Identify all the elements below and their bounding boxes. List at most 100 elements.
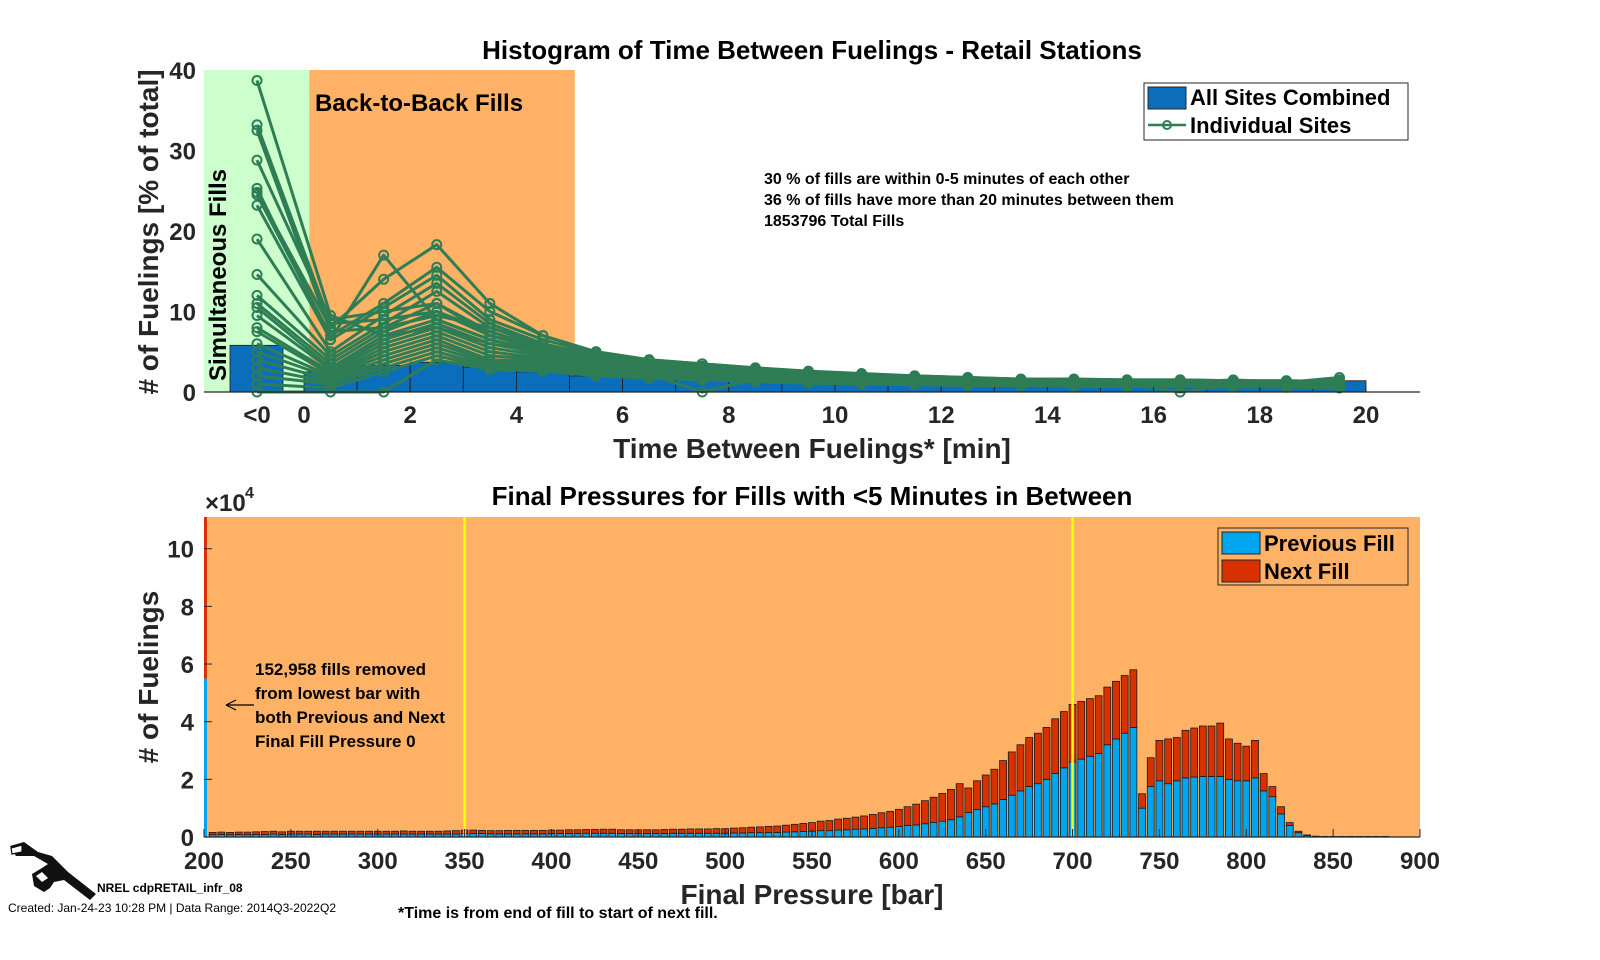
top-y-tick-label: 20 [169, 219, 196, 246]
next-fill-bar [929, 796, 938, 823]
bottom-x-ticks: 200 250 300 350 400 450 500 550 600 650 700 750 800 8… [184, 829, 1440, 875]
previous-fill-bar [1251, 777, 1259, 838]
next-fill-bar [1025, 737, 1034, 787]
next-fill-bar [564, 829, 573, 834]
site-marker [431, 239, 443, 251]
next-fill-bar [582, 829, 591, 834]
previous-fill-bar [1086, 755, 1094, 838]
next-fill-bar [512, 829, 521, 835]
previous-fill-bar [825, 830, 834, 838]
bottom-y-tick-label: 0 [181, 825, 194, 852]
site-marker [325, 330, 337, 342]
next-fill-bar [356, 830, 365, 835]
site-marker [378, 297, 390, 309]
site-marker [749, 376, 761, 388]
previous-fill-bar [860, 828, 868, 838]
top-annotation: 30 % of fills are within 0-5 minutes of … [764, 171, 1174, 230]
previous-fill-bar [1190, 776, 1199, 838]
removed-fills-line-2: from lowest bar with [255, 684, 420, 703]
annotation-arrow-head [225, 699, 237, 711]
next-fill-bar [712, 828, 721, 834]
previous-fill-bar [868, 827, 877, 838]
footer: NREL cdpRETAIL_infr_08 Created: Jan-24-2… [8, 842, 718, 922]
bottom-chart: Final Pressures for Fills with <5 Minute… [133, 481, 1440, 910]
next-fill-bar [1294, 830, 1303, 834]
next-fill-bar [226, 831, 234, 836]
y-exponent-base: ×10 [205, 490, 246, 517]
bottom-y-tick-label: 6 [181, 652, 194, 679]
previous-fill-bar [738, 832, 747, 838]
previous-fill-bar [1155, 780, 1164, 838]
annotation-line-3: 1853796 Total Fills [764, 213, 904, 230]
previous-fill-bar [1198, 776, 1207, 838]
bottom-y-tick-label: 2 [181, 767, 194, 794]
next-fill-bar [1268, 786, 1277, 798]
site-marker [251, 189, 263, 201]
next-fill-bar [695, 828, 703, 834]
next-fill-bar [204, 517, 207, 679]
next-fill-bar [217, 831, 226, 835]
next-fill-bar [703, 828, 712, 834]
top-y-axis-label: # of Fuelings [% of total] [133, 69, 164, 394]
next-fill-bar [669, 828, 677, 834]
previous-fill-bar [1103, 744, 1112, 838]
next-fill-bar [1207, 725, 1216, 777]
next-fill-bar [434, 830, 443, 835]
previous-fill-bar [204, 678, 207, 837]
site-marker [251, 310, 263, 322]
site-marker [1015, 380, 1027, 392]
next-fill-bar [1155, 740, 1164, 782]
next-fill-bar [208, 831, 217, 836]
annotation-line-1: 30 % of fills are within 0-5 minutes of … [764, 171, 1129, 188]
legend-label-individual-sites: Individual Sites [1190, 113, 1351, 138]
previous-fill-bar [773, 831, 782, 838]
bottom-x-tick-label: 200 [184, 848, 224, 875]
previous-fill-bar [1233, 780, 1242, 838]
site-marker [484, 363, 496, 375]
next-fill-bar [573, 829, 582, 834]
next-fill-bar [243, 831, 252, 836]
top-x-tick-label: 18 [1246, 402, 1273, 429]
top-y-tick-label: 30 [169, 139, 196, 166]
previous-fill-bar [912, 824, 921, 838]
chart-id: NREL cdpRETAIL_infr_08 [97, 881, 243, 895]
next-fill-bar [886, 810, 895, 828]
top-y-tick-label: 10 [169, 300, 196, 327]
next-fill-bar [677, 828, 686, 834]
site-marker [251, 182, 263, 194]
previous-fill-bar [886, 826, 895, 838]
previous-fill-bar [1016, 790, 1025, 838]
previous-fill-bar [938, 820, 947, 838]
site-marker [251, 154, 263, 166]
previous-fill-bar [1007, 794, 1016, 838]
fuel-nozzle-icon [10, 842, 96, 900]
site-marker [378, 249, 390, 261]
previous-fill-bar [990, 803, 999, 838]
top-x-tick-label: 2 [404, 402, 417, 429]
site-marker [431, 354, 443, 366]
next-fill-bar [842, 817, 851, 831]
previous-fill-bar [1216, 776, 1225, 838]
next-fill-bar [521, 829, 530, 835]
next-fill-bar [443, 830, 452, 835]
site-marker [251, 297, 263, 309]
next-fill-bar [816, 820, 825, 832]
bottom-y-tick-label: 8 [181, 594, 194, 621]
previous-fill-bar [790, 831, 799, 838]
next-fill-bar [1077, 701, 1086, 760]
annotation-arrow [225, 699, 254, 711]
previous-fill-bar [964, 812, 973, 838]
previous-fill-bar [1051, 773, 1060, 838]
site-marker [251, 322, 263, 334]
next-fill-bar [408, 830, 417, 835]
next-fill-bar [1112, 680, 1120, 740]
previous-fill-bar [1268, 796, 1277, 838]
site-marker [251, 124, 263, 136]
previous-fill-bar [1207, 776, 1216, 838]
site-marker [325, 334, 337, 346]
next-fill-bar [1233, 742, 1242, 782]
top-y-ticks: 0 10 20 30 40 [169, 58, 196, 407]
next-fill-bar [452, 830, 460, 835]
back-to-back-fills-label: Back-to-Back Fills [315, 90, 523, 117]
